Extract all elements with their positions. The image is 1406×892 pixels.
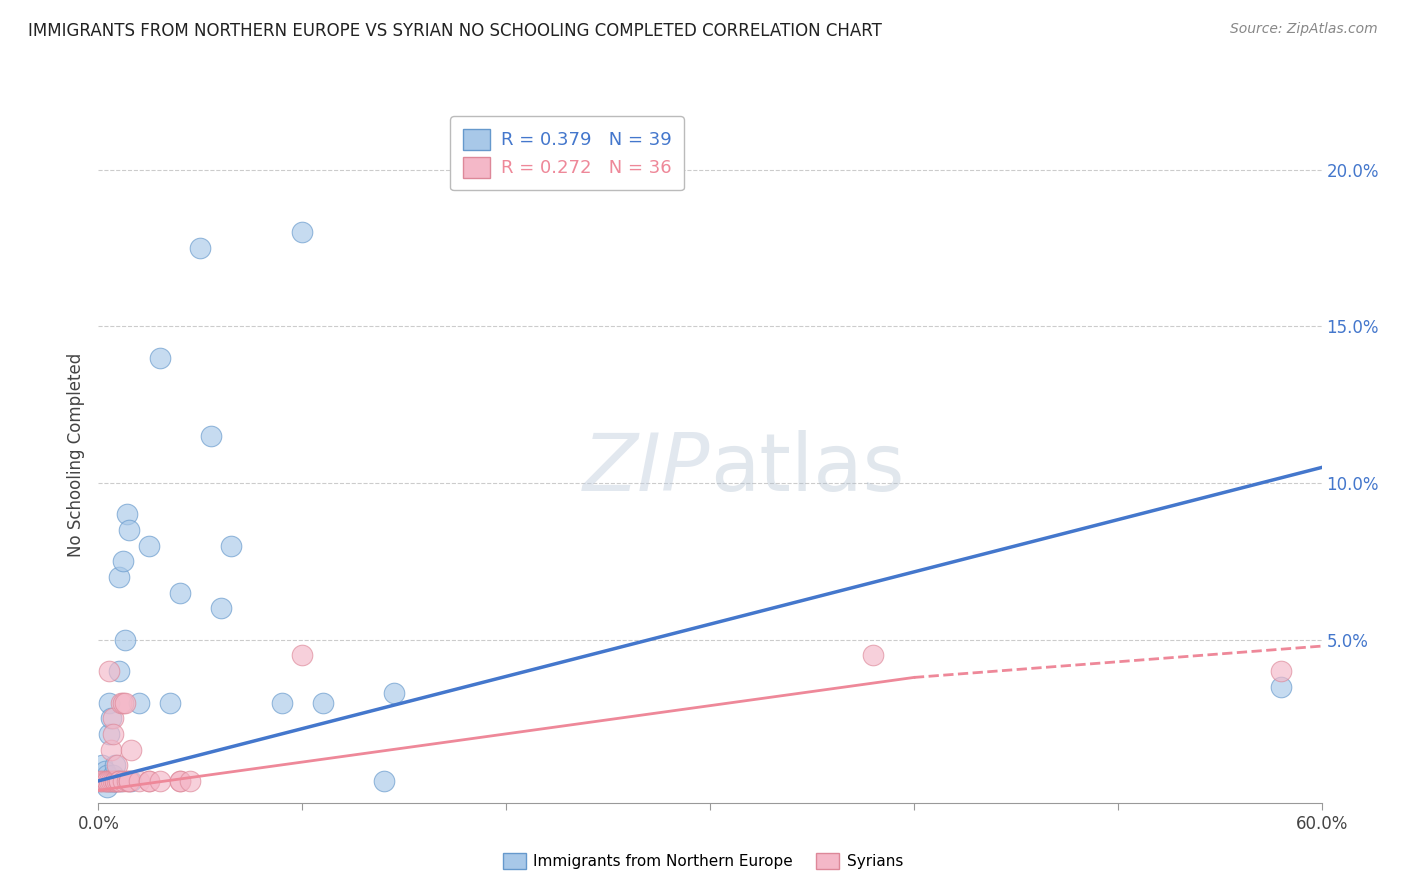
Point [120, 773, 142, 788]
Point [111, 773, 134, 788]
Point [108, 773, 131, 788]
Point [101, 767, 124, 781]
Legend: Immigrants from Northern Europe, Syrians: Immigrants from Northern Europe, Syrians [496, 847, 910, 875]
Point [291, 648, 314, 663]
Point [108, 773, 131, 788]
Point [138, 773, 160, 788]
Point [93, 773, 115, 788]
Point [270, 696, 294, 710]
Point [91, 773, 114, 788]
Point [105, 773, 128, 788]
Point [373, 773, 395, 788]
Point [97, 664, 120, 678]
Point [159, 696, 181, 710]
Point [108, 570, 131, 584]
Point [104, 773, 127, 788]
Point [114, 632, 136, 647]
Point [104, 773, 127, 788]
Text: ZIP: ZIP [582, 430, 710, 508]
Point [97, 727, 120, 741]
Point [110, 773, 132, 788]
Point [862, 648, 884, 663]
Point [118, 773, 141, 788]
Legend: R = 0.379   N = 39, R = 0.272   N = 36: R = 0.379 N = 39, R = 0.272 N = 36 [450, 116, 683, 190]
Point [96, 780, 118, 794]
Text: Source: ZipAtlas.com: Source: ZipAtlas.com [1230, 22, 1378, 37]
Point [100, 711, 122, 725]
Point [138, 539, 160, 553]
Point [138, 773, 160, 788]
Point [108, 664, 131, 678]
Point [179, 773, 201, 788]
Point [169, 773, 191, 788]
Point [100, 773, 122, 788]
Point [111, 554, 134, 568]
Point [149, 351, 172, 365]
Point [101, 727, 124, 741]
Point [188, 241, 212, 255]
Point [200, 429, 222, 443]
Point [1270, 680, 1292, 694]
Point [1270, 664, 1292, 678]
Point [93, 764, 115, 779]
Point [118, 523, 141, 537]
Text: IMMIGRANTS FROM NORTHERN EUROPE VS SYRIAN NO SCHOOLING COMPLETED CORRELATION CHA: IMMIGRANTS FROM NORTHERN EUROPE VS SYRIA… [28, 22, 882, 40]
Point [93, 773, 115, 788]
Point [97, 773, 120, 788]
Point [149, 773, 172, 788]
Point [96, 773, 118, 788]
Point [104, 773, 127, 788]
Point [101, 773, 124, 788]
Point [128, 696, 150, 710]
Point [89, 773, 111, 788]
Point [312, 696, 335, 710]
Point [97, 773, 120, 788]
Point [100, 742, 122, 756]
Point [104, 758, 127, 772]
Point [105, 758, 128, 772]
Point [96, 773, 118, 788]
Point [128, 773, 150, 788]
Point [118, 773, 141, 788]
Point [100, 773, 122, 788]
Point [101, 711, 124, 725]
Text: atlas: atlas [710, 430, 904, 508]
Point [111, 696, 134, 710]
Point [169, 586, 191, 600]
Point [209, 601, 232, 615]
Point [110, 696, 132, 710]
Point [97, 696, 120, 710]
Point [169, 773, 191, 788]
Point [101, 773, 124, 788]
Point [115, 508, 138, 522]
Point [91, 758, 114, 772]
Point [291, 226, 314, 240]
Point [115, 773, 138, 788]
Point [96, 767, 118, 781]
Y-axis label: No Schooling Completed: No Schooling Completed [66, 353, 84, 557]
Point [89, 773, 111, 788]
Point [105, 773, 128, 788]
Point [219, 539, 242, 553]
Point [382, 686, 405, 700]
Point [114, 696, 136, 710]
Point [120, 742, 142, 756]
